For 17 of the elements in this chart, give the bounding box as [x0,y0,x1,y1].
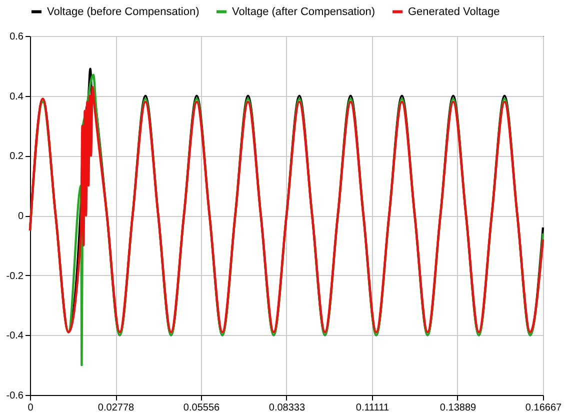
legend-label: Generated Voltage [408,6,500,18]
x-tick-label: 0.05556 [183,402,220,414]
y-tick-label: -0.4 [6,330,24,342]
y-tick-label: -0.6 [6,390,24,402]
x-tick-label: 0.16667 [525,402,562,414]
x-tick-label: 0.02778 [98,402,135,414]
y-tick-label: -0.2 [6,270,24,282]
y-tick-label: 0.6 [10,32,24,42]
x-tick-label: 0.08333 [268,402,306,414]
y-tick-label: 0.2 [10,151,24,162]
y-tick-label: 0.4 [10,91,24,102]
x-tick-label: 0 [28,402,34,414]
y-tick-label: 0 [18,211,24,222]
x-tick-label: 0.11111 [356,402,390,414]
legend-label: Voltage (before Compensation) [47,6,200,18]
x-tick-label: 0.13889 [440,402,477,414]
legend-label: Voltage (after Compensation) [232,6,376,18]
